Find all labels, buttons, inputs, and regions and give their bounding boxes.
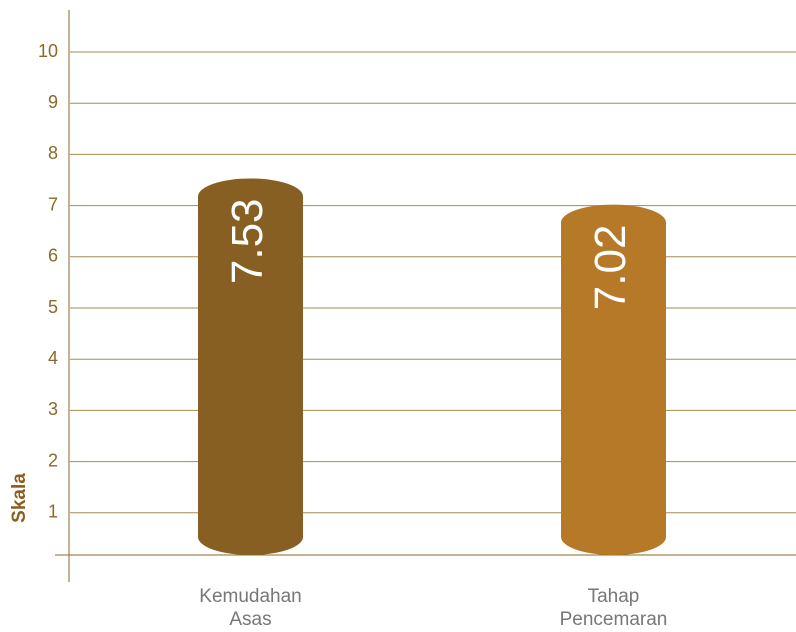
value-label: 7.53 [223, 198, 272, 284]
bar [198, 178, 303, 556]
value-label: 7.02 [586, 225, 635, 311]
y-tick-label: 1 [48, 502, 58, 522]
bar [561, 204, 666, 556]
y-tick-label: 3 [48, 399, 58, 419]
y-tick-label: 8 [48, 143, 58, 163]
y-tick-label: 5 [48, 297, 58, 317]
y-tick-label: 2 [48, 450, 58, 470]
x-tick-label: Kemudahan Asas [199, 586, 302, 630]
y-tick-label: 6 [48, 246, 58, 266]
y-tick-label: 4 [48, 348, 58, 368]
y-tick-label: 10 [38, 41, 58, 61]
x-tick-label: Tahap Pencemaran [559, 586, 668, 630]
y-tick-label: 9 [48, 92, 58, 112]
y-axis-label: Skala [9, 473, 30, 523]
y-tick-label: 7 [48, 194, 58, 214]
